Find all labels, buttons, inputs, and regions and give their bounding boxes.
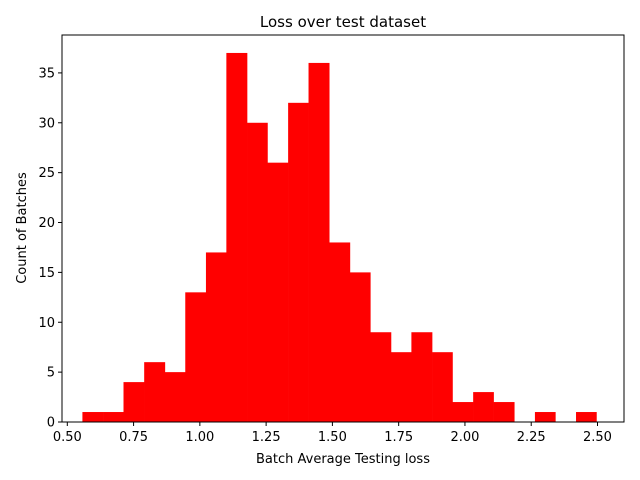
histogram-bar [288, 102, 309, 423]
y-tick-label: 25 [38, 166, 55, 181]
histogram-bar [123, 382, 145, 422]
axes-frame [61, 34, 625, 423]
histogram-bar [329, 242, 351, 422]
y-tick-label: 15 [38, 266, 55, 281]
y-tick-label: 0 [47, 416, 55, 431]
x-tick-label: 0.75 [119, 430, 148, 445]
y-tick-label: 20 [38, 216, 55, 231]
y-tick-label: 5 [47, 366, 55, 381]
histogram-bar [247, 122, 268, 422]
x-tick-label: 1.25 [252, 430, 281, 445]
histogram-bar [82, 412, 104, 422]
histogram-bar [473, 392, 494, 422]
x-axis-label: Batch Average Testing loss [256, 452, 430, 467]
y-tick-label: 35 [38, 66, 55, 81]
x-tick-label: 1.50 [318, 430, 347, 445]
histogram-bars [82, 52, 597, 423]
histogram-bar [349, 272, 371, 422]
histogram-bar [411, 332, 433, 422]
y-tick-label: 10 [38, 316, 55, 331]
y-axis-ticks: 0 5 10 15 20 25 30 35 [38, 66, 62, 431]
histogram-bar [432, 352, 453, 422]
x-tick-label: 2.50 [583, 430, 612, 445]
histogram-bar [144, 362, 166, 422]
x-tick-label: 2.25 [517, 430, 546, 445]
y-axis-label: Count of Batches [15, 172, 30, 284]
histogram-bar [390, 352, 412, 422]
x-tick-label: 1.75 [384, 430, 413, 445]
histogram-bar [493, 402, 515, 422]
histogram-bar [576, 412, 597, 422]
histogram-bar [226, 52, 248, 422]
histogram-bar [370, 332, 392, 422]
chart-title: Loss over test dataset [260, 13, 426, 31]
histogram-bar [267, 162, 289, 422]
histogram-bar [205, 252, 227, 422]
x-tick-label: 1.00 [185, 430, 214, 445]
histogram-bar [103, 412, 124, 422]
x-tick-label: 2.00 [450, 430, 479, 445]
histogram-bar [452, 402, 474, 422]
histogram-bar [534, 412, 556, 422]
x-tick-label: 0.50 [53, 430, 82, 445]
histogram-bar [185, 292, 207, 422]
histogram-bar [164, 372, 186, 422]
y-tick-label: 30 [38, 116, 55, 131]
histogram-bar [308, 62, 330, 423]
x-axis-ticks: 0.50 0.75 1.00 1.25 1.50 1.75 2.00 2.25 2.50 [53, 422, 612, 445]
